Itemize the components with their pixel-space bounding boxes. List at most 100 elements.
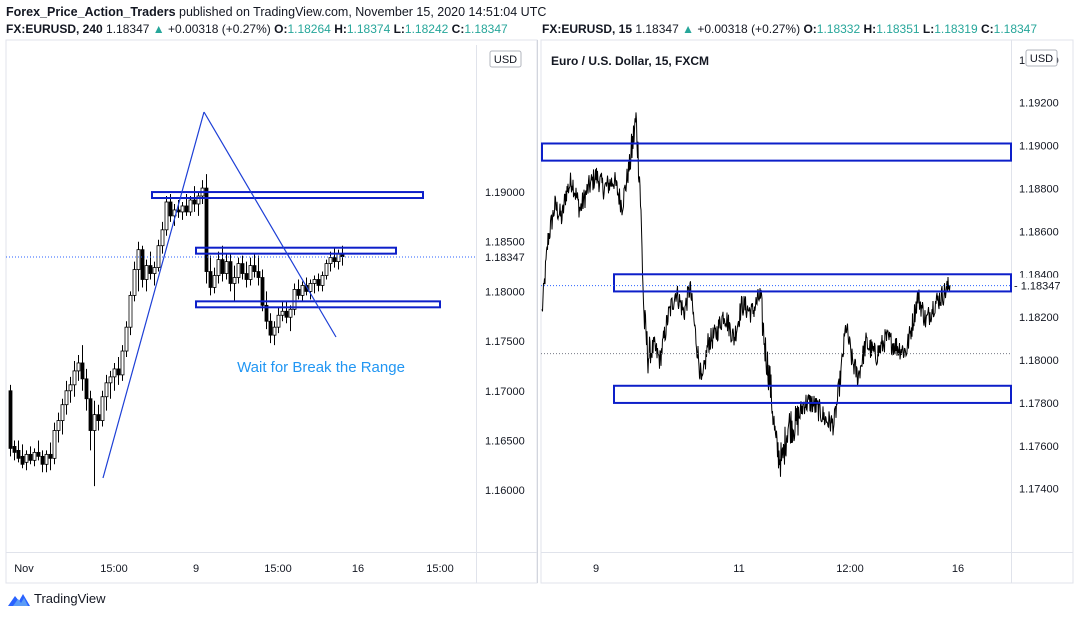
- left-last-price: 1.18347: [106, 22, 150, 36]
- right-range-rectangle: [613, 273, 1012, 293]
- right-last-price-label: - 1.18347: [1014, 281, 1060, 293]
- left-up-arrow-icon: ▲: [152, 22, 165, 36]
- candle-body: [88, 398, 93, 431]
- candle-body: [316, 279, 321, 286]
- left-candles: [8, 174, 345, 487]
- candle-body: [72, 370, 77, 386]
- right-up-arrow-icon: ▲: [682, 22, 694, 36]
- candle-body: [280, 310, 285, 316]
- left-symbol[interactable]: FX:EURUSD, 240: [6, 22, 103, 36]
- candle-body: [40, 455, 45, 465]
- right-y-tick-label: 1.17800: [1019, 398, 1059, 410]
- candle-body: [284, 310, 289, 318]
- candle-body: [320, 275, 325, 286]
- left-x-tick-label: Nov: [14, 563, 34, 575]
- candle-body: [312, 279, 317, 284]
- candle-body: [120, 350, 125, 376]
- candle-body: [44, 453, 49, 465]
- candle-body: [204, 187, 209, 272]
- left-y-tick-label: 1.16000: [485, 485, 525, 497]
- candle-body: [84, 378, 89, 400]
- candle-body: [184, 205, 189, 213]
- right-x-tick-label: 9: [593, 563, 599, 575]
- right-close: 1.18347: [993, 22, 1038, 36]
- candle-body: [64, 390, 69, 406]
- candle-body: [164, 201, 169, 231]
- candle-body: [136, 249, 141, 270]
- candle-body: [12, 446, 17, 453]
- right-y-tick-label: 1.18200: [1019, 312, 1059, 324]
- candle-body: [20, 455, 25, 465]
- tradingview-footer[interactable]: TradingView: [8, 591, 106, 607]
- candle-body: [232, 277, 237, 284]
- publish-header: Forex_Price_Action_Traders published on …: [6, 5, 546, 19]
- right-currency-label: USD: [1030, 53, 1053, 65]
- candle-body: [100, 396, 105, 421]
- candle-body: [252, 265, 257, 272]
- author-name[interactable]: Forex_Price_Action_Traders: [6, 5, 176, 19]
- candle-body: [28, 453, 33, 461]
- left-low: 1.18242: [404, 22, 449, 36]
- left-open: 1.18264: [287, 22, 331, 36]
- candle-body: [160, 229, 165, 247]
- left-y-tick-label: 1.17000: [485, 386, 525, 398]
- candle-body: [76, 362, 81, 372]
- left-y-tick-label: 1.18000: [485, 286, 525, 298]
- candle-body: [192, 199, 197, 205]
- left-downtrend-line: [203, 111, 337, 338]
- right-symbol[interactable]: FX:EURUSD, 15: [542, 22, 633, 36]
- left-range-rectangle: [195, 246, 397, 255]
- left-range-rectangle: [151, 191, 424, 200]
- candle-body: [36, 451, 41, 457]
- candle-body: [272, 326, 277, 336]
- left-change: +0.00318 (+0.27%): [168, 22, 271, 36]
- candle-body: [152, 267, 157, 274]
- right-y-tick-label: 1.19200: [1019, 98, 1059, 110]
- candle-body: [336, 253, 341, 263]
- candle-body: [148, 265, 153, 274]
- candle-body: [188, 199, 193, 213]
- right-chart-title: Euro / U.S. Dollar, 15, FXCM: [551, 54, 710, 68]
- candle-body: [140, 249, 145, 280]
- right-last-price-tag: [1012, 277, 1072, 294]
- right-range-rectangle: [613, 384, 1012, 404]
- candle-body: [288, 308, 293, 318]
- right-range-rectangle: [541, 142, 1012, 162]
- right-y-tick-label: 1.19000: [1019, 141, 1059, 153]
- right-open: 1.18332: [816, 22, 861, 36]
- right-x-tick-label: 16: [952, 563, 964, 575]
- candle-body: [276, 314, 281, 328]
- left-x-tick-label: 9: [193, 563, 199, 575]
- candle-body: [104, 382, 109, 398]
- candle-body: [264, 304, 269, 322]
- candle-body: [144, 265, 149, 280]
- candle-body: [220, 259, 225, 274]
- right-x-tick-label: 11: [733, 563, 744, 575]
- right-y-tick-label: 1.18800: [1019, 184, 1059, 196]
- candle-body: [132, 269, 137, 296]
- candle-body: [216, 259, 221, 276]
- left-currency-badge: [489, 50, 522, 68]
- right-y-tick-label: 1.17600: [1019, 441, 1059, 453]
- published-text: published on TradingView.com, November 1…: [179, 5, 547, 19]
- left-y-tick-label: 1.17500: [485, 336, 525, 348]
- candle-body: [308, 283, 313, 292]
- candle-body: [128, 294, 133, 328]
- candle-body: [300, 285, 305, 296]
- candle-body: [52, 430, 57, 459]
- candle-body: [328, 257, 333, 264]
- tradingview-logo-icon: [8, 594, 30, 606]
- left-currency-label: USD: [494, 54, 517, 66]
- right-price-line-series: [541, 112, 951, 477]
- left-y-tick-label: 1.19000: [485, 187, 525, 199]
- candle-body: [236, 263, 241, 278]
- left-x-tick-label: 15:00: [100, 563, 128, 575]
- right-chart-legend: FX:EURUSD, 15 1.18347 ▲ +0.00318 (+0.27%…: [542, 22, 1038, 36]
- candle-body: [32, 451, 37, 461]
- candle-body: [96, 414, 101, 421]
- candle-body: [112, 368, 117, 378]
- candle-body: [168, 201, 173, 217]
- left-chart-legend: FX:EURUSD, 240 1.18347 ▲ +0.00318 (+0.27…: [6, 22, 508, 36]
- candle-body: [124, 326, 129, 352]
